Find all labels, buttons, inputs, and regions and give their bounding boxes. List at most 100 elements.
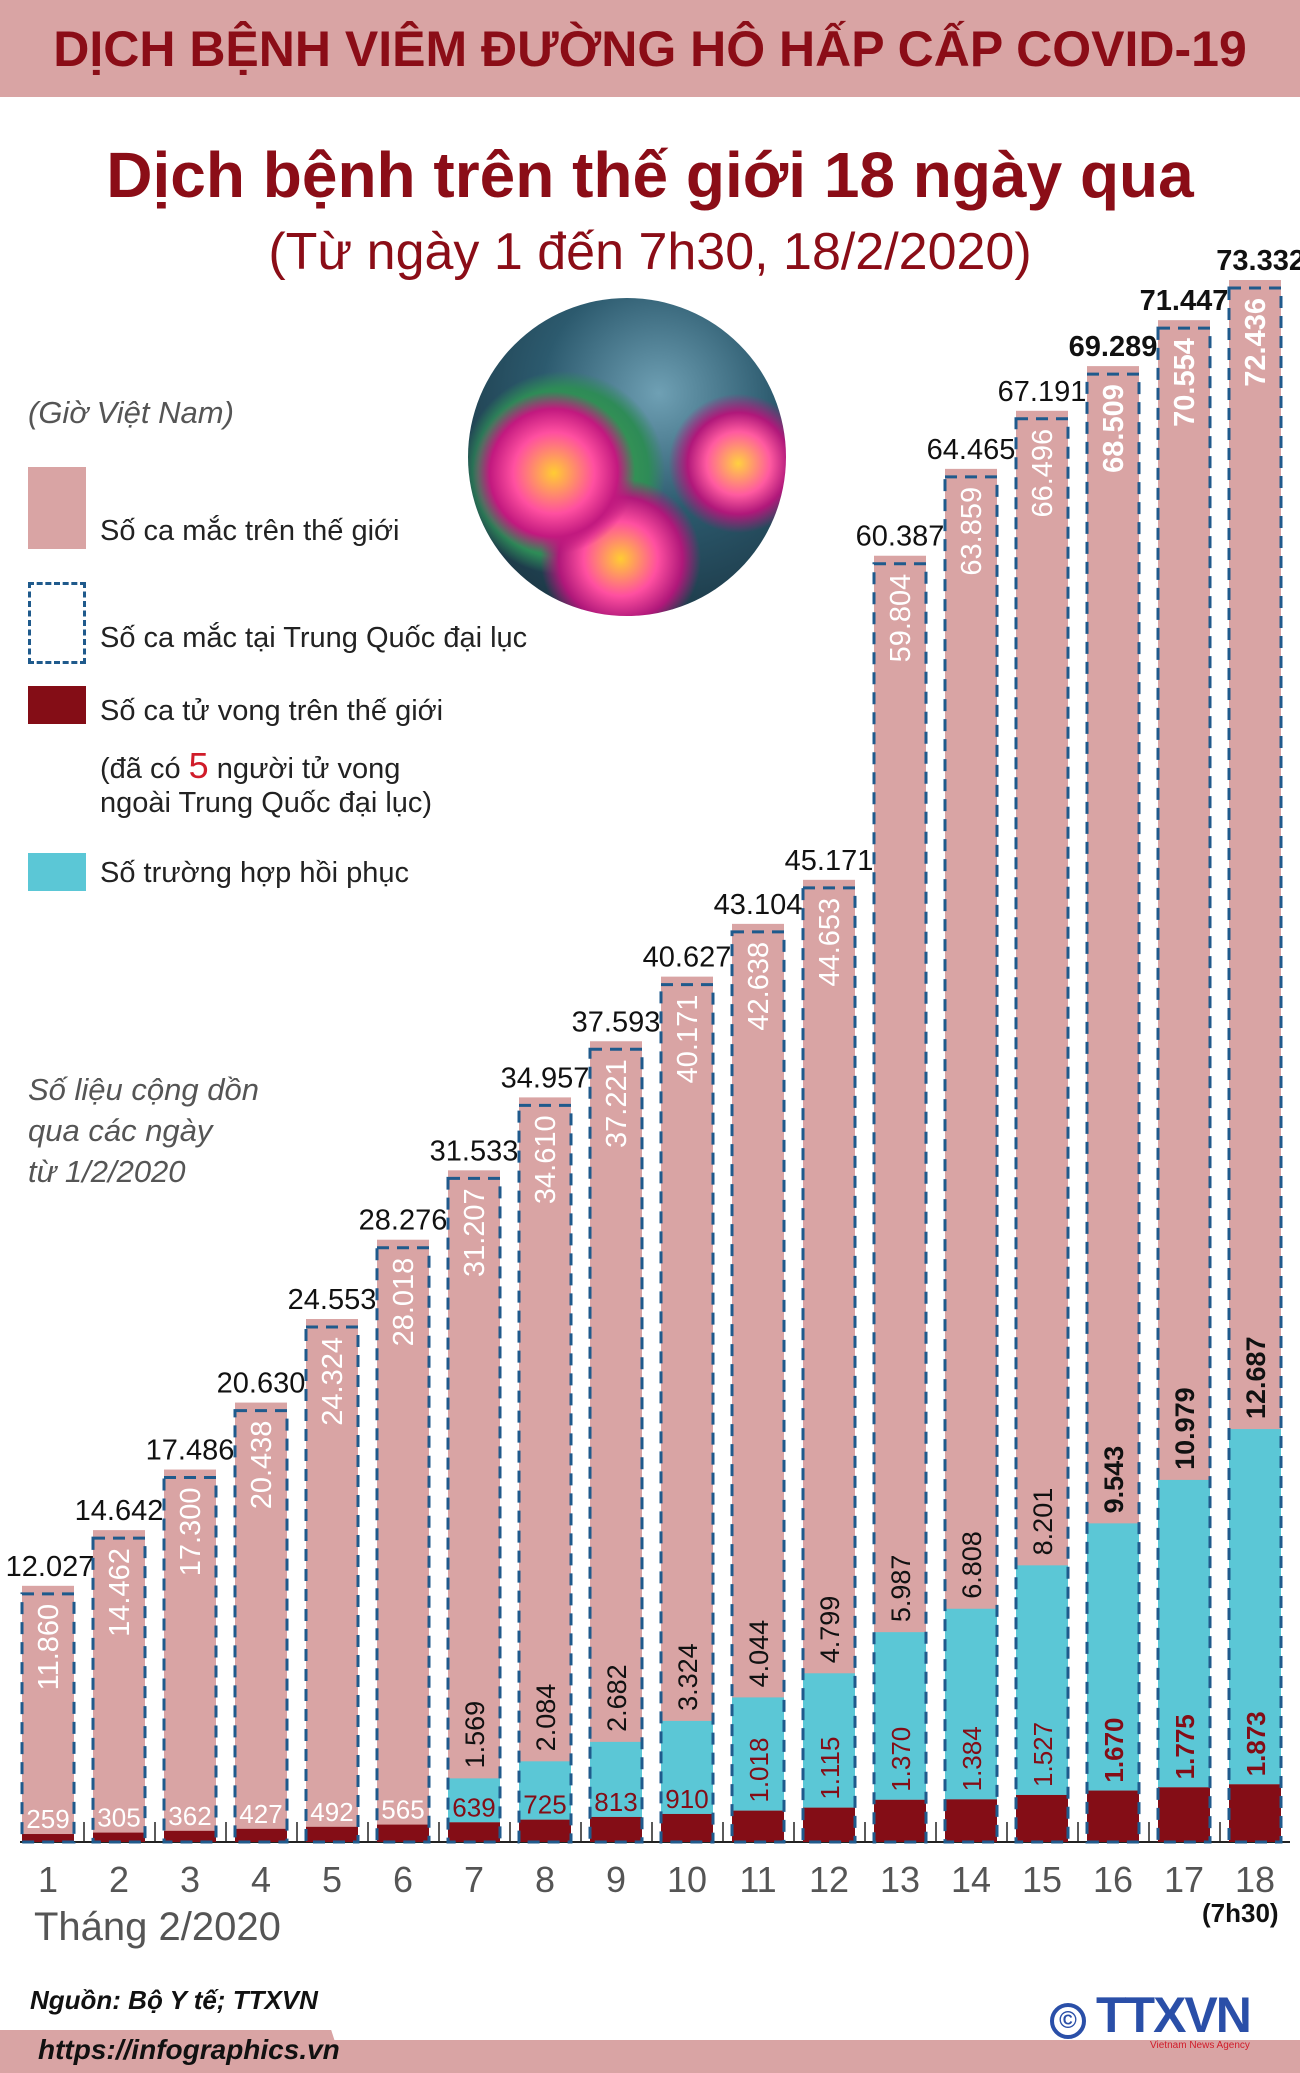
deaths-label: 639 — [452, 1792, 495, 1822]
china-cases-box — [588, 1047, 644, 1844]
x-tick-label: 2 — [109, 1859, 129, 1900]
recovered-label: 4.799 — [815, 1596, 845, 1664]
deaths-bar — [1087, 1790, 1139, 1842]
cumulative-note-3: từ 1/2/2020 — [28, 1154, 186, 1189]
recovered-label: 3.324 — [673, 1643, 703, 1711]
footer-url[interactable]: https://infographics.vn — [38, 2034, 340, 2065]
deaths-label: 1.115 — [815, 1737, 845, 1800]
deaths-label: 362 — [168, 1801, 211, 1831]
deaths-label: 725 — [523, 1790, 566, 1820]
legend-deaths-note: (đã có 5 người tử vong — [100, 745, 400, 787]
legend-label-deaths: Số ca tử vong trên thế giới — [100, 695, 444, 727]
deaths-bar — [661, 1813, 713, 1842]
china-cases-label: 37.221 — [601, 1059, 633, 1148]
deaths-label: 1.370 — [886, 1727, 916, 1792]
world-cases-label: 34.957 — [501, 1062, 590, 1094]
deaths-label: 305 — [97, 1803, 140, 1833]
recovered-label: 2.084 — [531, 1684, 561, 1752]
world-cases-bar — [590, 1041, 642, 1842]
timezone-note: (Giờ Việt Nam) — [28, 395, 234, 430]
deaths-bar — [22, 1834, 74, 1842]
china-cases-box — [20, 1592, 76, 1844]
china-cases-box — [943, 475, 999, 1844]
recovered-label: 8.201 — [1028, 1488, 1058, 1556]
china-cases-box — [233, 1409, 289, 1844]
recovered-bar — [803, 1673, 855, 1808]
legend-deaths-note-2: ngoài Trung Quốc đại lục) — [100, 787, 433, 819]
recovered-label: 12.687 — [1241, 1336, 1271, 1419]
deaths-label: 1.873 — [1241, 1711, 1271, 1776]
china-cases-label: 66.496 — [1027, 429, 1059, 518]
recovered-label: 9.543 — [1099, 1446, 1129, 1514]
cumulative-note-1: Số liệu cộng dồn — [28, 1072, 259, 1107]
x-tick-label: 1 — [38, 1859, 58, 1900]
world-cases-label: 64.465 — [927, 434, 1016, 466]
deaths-bar — [377, 1824, 429, 1842]
x-tick-label: 16 — [1093, 1859, 1133, 1900]
recovered-bar — [732, 1697, 784, 1811]
deaths-bar — [306, 1826, 358, 1842]
china-cases-label: 20.438 — [246, 1421, 278, 1510]
world-cases-bar — [235, 1402, 287, 1842]
world-cases-label: 69.289 — [1069, 331, 1158, 363]
china-cases-label: 59.804 — [885, 574, 917, 663]
deaths-bar — [235, 1828, 287, 1842]
x-tick-label: 7 — [464, 1859, 484, 1900]
recovered-label: 1.569 — [460, 1701, 490, 1769]
legend-label-world: Số ca mắc trên thế giới — [100, 515, 400, 547]
recovered-bar — [874, 1632, 926, 1800]
china-cases-label: 34.610 — [530, 1115, 562, 1204]
deaths-label: 1.527 — [1028, 1722, 1058, 1787]
world-cases-label: 24.553 — [288, 1284, 377, 1316]
x-tick-label: 10 — [667, 1859, 707, 1900]
world-cases-bar — [306, 1319, 358, 1842]
deaths-bar — [732, 1810, 784, 1842]
china-cases-box — [801, 886, 857, 1844]
x-tick-label: 11 — [739, 1859, 776, 1900]
x-tick-label: 8 — [535, 1859, 555, 1900]
recovered-bar — [1158, 1479, 1210, 1788]
deaths-bar — [448, 1822, 500, 1842]
legend-swatch-world — [28, 467, 86, 549]
x-tick-label: 14 — [951, 1859, 991, 1900]
china-cases-box — [91, 1536, 147, 1844]
x-tick-label: 13 — [880, 1859, 920, 1900]
world-cases-bar — [164, 1469, 216, 1842]
legend-swatch-china — [28, 582, 86, 664]
x-tick-label: 12 — [809, 1859, 849, 1900]
china-cases-label: 14.462 — [104, 1548, 136, 1637]
world-cases-label: 28.276 — [359, 1205, 448, 1237]
x-tick-label: 6 — [393, 1859, 413, 1900]
legend-swatch-recovered — [28, 853, 86, 891]
world-cases-bar — [448, 1170, 500, 1842]
deaths-bar — [93, 1832, 145, 1842]
china-cases-label: 44.653 — [814, 898, 846, 987]
china-cases-label: 42.638 — [743, 942, 775, 1031]
deaths-label: 492 — [310, 1797, 353, 1827]
x-tick-label: 9 — [606, 1859, 626, 1900]
footer-tab — [0, 2030, 345, 2073]
recovered-bar — [1087, 1523, 1139, 1791]
china-cases-box — [517, 1103, 573, 1844]
world-cases-label: 20.630 — [217, 1368, 306, 1400]
china-cases-label: 28.018 — [388, 1258, 420, 1347]
world-cases-label: 40.627 — [643, 942, 732, 974]
logo-subtitle: Vietnam News Agency — [1150, 2040, 1250, 2051]
deaths-label: 259 — [26, 1804, 69, 1834]
legend-swatch-deaths — [28, 686, 86, 724]
china-cases-label: 24.324 — [317, 1337, 349, 1426]
recovered-label: 4.044 — [744, 1620, 774, 1688]
china-cases-label: 11.860 — [33, 1604, 65, 1691]
page-title: Dịch bệnh trên thế giới 18 ngày qua — [106, 139, 1194, 211]
source-note: Nguồn: Bộ Y tế; TTXVN — [30, 1985, 318, 2015]
recovered-bar — [448, 1778, 500, 1823]
china-cases-box — [1085, 372, 1141, 1844]
virus-image — [468, 298, 786, 616]
logo-text: TTXVN — [1096, 1987, 1252, 2043]
world-cases-bar — [519, 1097, 571, 1842]
world-cases-label: 31.533 — [430, 1135, 519, 1167]
banner-title: DỊCH BỆNH VIÊM ĐƯỜNG HÔ HẤP CẤP COVID-19 — [53, 20, 1247, 77]
recovered-label: 6.808 — [957, 1531, 987, 1599]
deaths-label: 565 — [381, 1795, 424, 1825]
china-cases-box — [304, 1325, 360, 1844]
